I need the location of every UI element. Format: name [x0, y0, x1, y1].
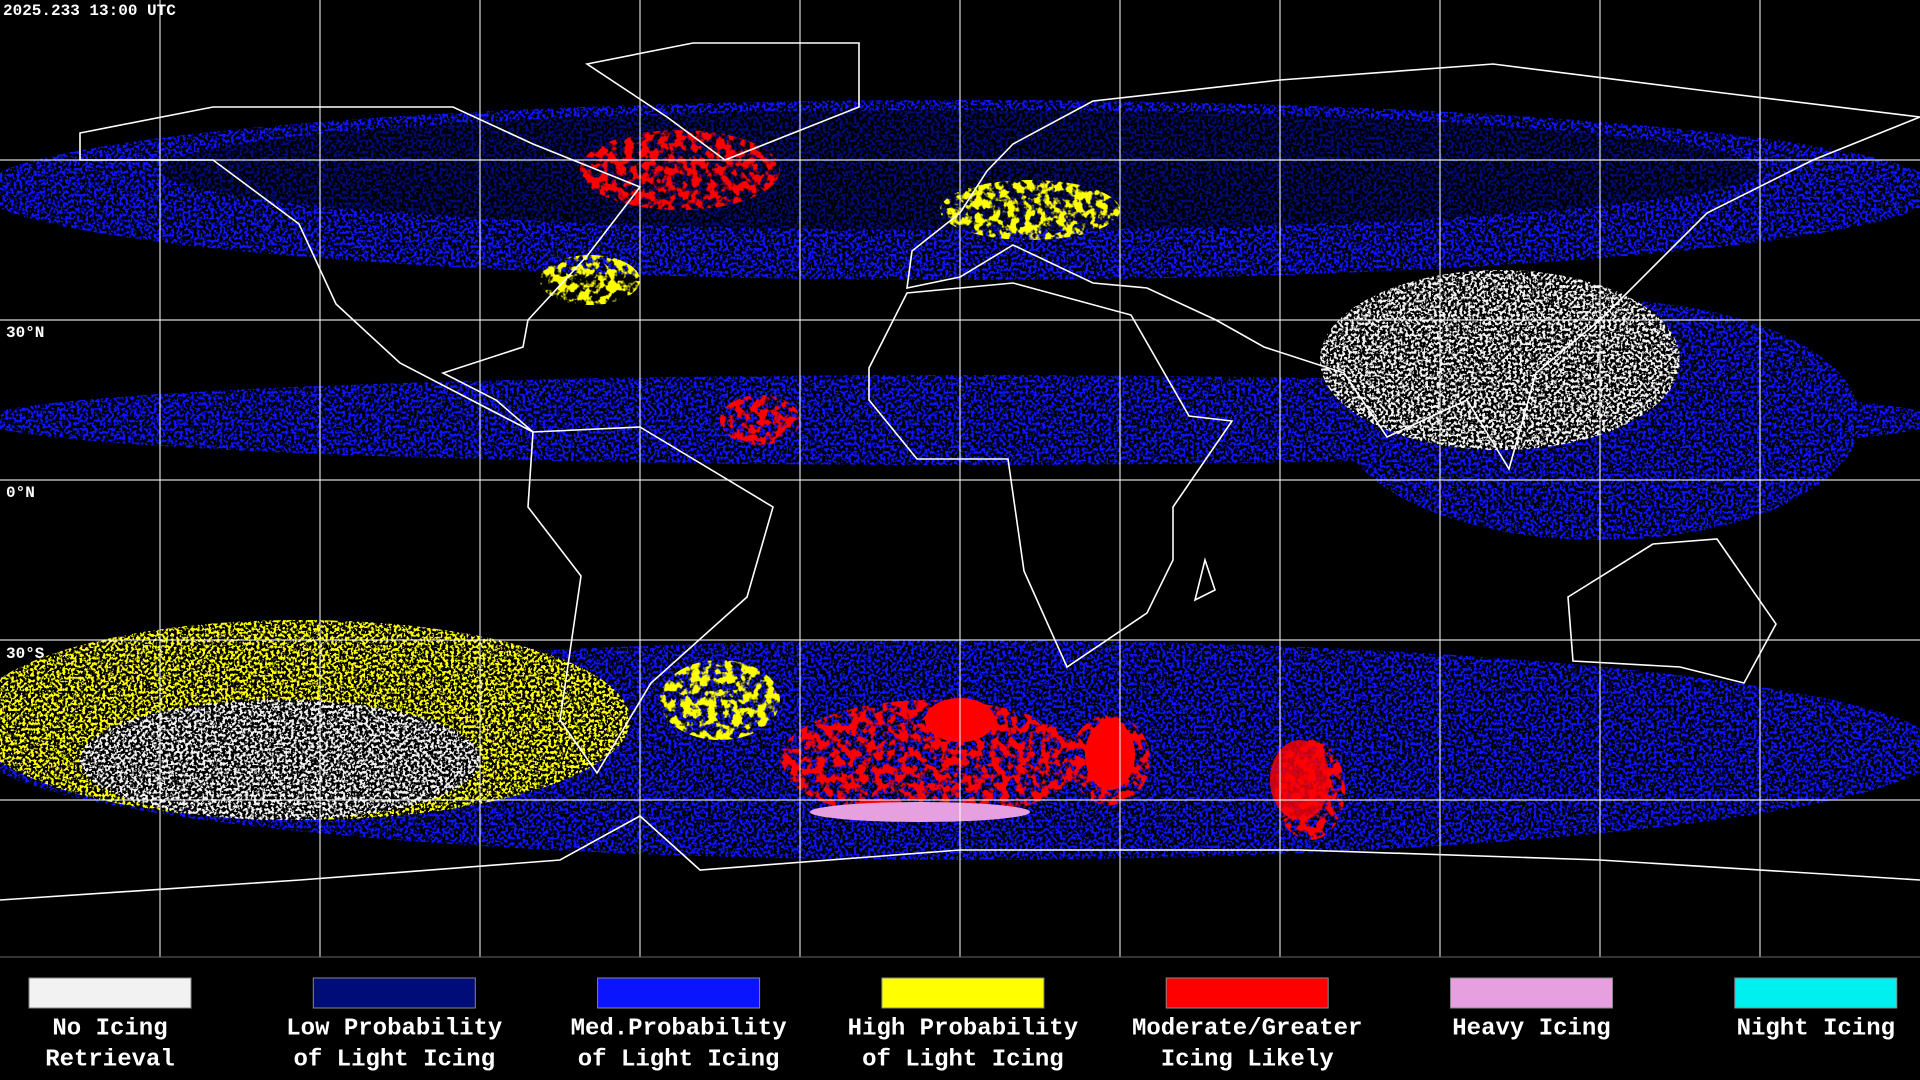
legend-item: Moderate/Greater Icing Likely — [1132, 977, 1362, 1073]
latitude-label: 30°S — [6, 645, 45, 663]
legend-label: Moderate/Greater — [1132, 1015, 1362, 1042]
legend-label: Icing Likely — [1161, 1046, 1334, 1073]
heavy-icing-streak — [810, 802, 1030, 822]
icing-core — [1085, 720, 1135, 790]
legend-label: Med.Probability — [571, 1015, 787, 1042]
legend-swatch — [597, 977, 761, 1009]
timestamp: 2025.233 13:00 UTC — [3, 2, 176, 20]
legend-label: Night Icing — [1737, 1015, 1895, 1042]
latitude-label: 30°N — [6, 324, 44, 342]
legend-swatch — [312, 977, 476, 1009]
legend-item: Low Probability of Light Icing — [286, 977, 502, 1073]
latitude-label: 0°N — [6, 484, 35, 502]
legend-label: of Light Icing — [862, 1046, 1064, 1073]
legend-label: High Probability — [848, 1015, 1078, 1042]
legend-item: Med.Probability of Light Icing — [571, 977, 787, 1073]
legend: No Icing Retrieval Low Probability of Light… — [28, 977, 1898, 1073]
coastline — [868, 282, 1234, 669]
legend-label: Heavy Icing — [1452, 1015, 1610, 1042]
icing-core — [1270, 740, 1330, 820]
coastline — [0, 815, 1920, 901]
graticule — [0, 0, 1920, 957]
legend-label: of Light Icing — [578, 1046, 780, 1073]
legend-label: No Icing — [52, 1015, 167, 1042]
coastline — [1193, 557, 1216, 602]
coastline — [527, 426, 774, 775]
legend-swatch — [1734, 977, 1898, 1009]
coastline — [79, 106, 642, 433]
legend-item: High Probability of Light Icing — [848, 977, 1078, 1073]
legend-swatch — [28, 977, 192, 1009]
legend-item: No Icing Retrieval — [28, 977, 192, 1073]
legend-swatch — [1165, 977, 1329, 1009]
legend-item: Night Icing — [1734, 977, 1898, 1042]
legend-item: Heavy Icing — [1450, 977, 1613, 1042]
legend-label: Low Probability — [286, 1015, 502, 1042]
coastline — [906, 63, 1920, 471]
legend-label: of Light Icing — [293, 1046, 495, 1073]
legend-swatch — [1450, 977, 1613, 1009]
legend-swatch — [881, 977, 1045, 1009]
legend-label: Retrieval — [45, 1046, 175, 1073]
